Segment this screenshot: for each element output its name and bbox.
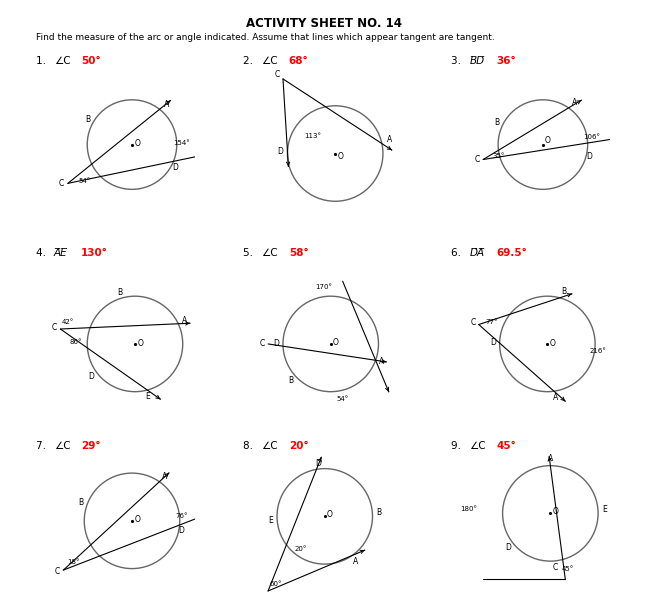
Text: C: C xyxy=(52,323,57,332)
Text: 106°: 106° xyxy=(583,134,600,140)
Text: ACTIVITY SHEET NO. 14: ACTIVITY SHEET NO. 14 xyxy=(247,17,402,30)
Text: 130°: 130° xyxy=(81,248,108,258)
Text: O: O xyxy=(333,338,339,347)
Text: A̅E̅: A̅E̅ xyxy=(54,248,67,258)
Text: B: B xyxy=(79,498,84,507)
Text: 54°: 54° xyxy=(78,178,90,184)
Text: Find the measure of the arc or angle indicated. Assume that lines which appear t: Find the measure of the arc or angle ind… xyxy=(36,33,495,43)
Text: A: A xyxy=(164,100,169,108)
Text: B: B xyxy=(376,508,382,516)
Text: O: O xyxy=(553,507,559,516)
Text: C: C xyxy=(275,70,280,79)
Text: ∠C: ∠C xyxy=(262,441,278,451)
Text: 5.: 5. xyxy=(243,248,256,258)
Text: 50°: 50° xyxy=(81,56,101,66)
Text: 69.5°: 69.5° xyxy=(496,248,527,258)
Text: B: B xyxy=(494,118,499,127)
Text: C: C xyxy=(474,155,480,164)
Text: 3.: 3. xyxy=(451,56,464,66)
Text: 76°: 76° xyxy=(175,513,188,519)
Text: D: D xyxy=(172,163,178,172)
Text: 60°: 60° xyxy=(269,580,282,586)
Text: 6.: 6. xyxy=(451,248,464,258)
Text: A: A xyxy=(352,557,358,566)
Text: B: B xyxy=(561,287,567,297)
Text: 8.: 8. xyxy=(243,441,256,451)
Text: 77°: 77° xyxy=(486,319,498,325)
Text: 180°: 180° xyxy=(459,506,477,512)
Text: B: B xyxy=(289,376,294,385)
Text: D: D xyxy=(490,338,496,347)
Text: A: A xyxy=(162,472,167,481)
Text: D: D xyxy=(315,459,321,468)
Text: D: D xyxy=(277,147,283,157)
Text: A: A xyxy=(548,454,553,463)
Text: B̅D̅: B̅D̅ xyxy=(469,56,484,66)
Text: ∠C: ∠C xyxy=(54,441,71,451)
Text: A: A xyxy=(387,135,392,144)
Text: ∠C: ∠C xyxy=(262,56,278,66)
Text: 7.: 7. xyxy=(36,441,49,451)
Text: D: D xyxy=(586,152,592,161)
Text: ∠C: ∠C xyxy=(469,441,486,451)
Text: B: B xyxy=(117,288,123,297)
Text: 18°: 18° xyxy=(67,559,80,565)
Text: 4.: 4. xyxy=(36,248,49,258)
Text: 9.: 9. xyxy=(451,441,464,451)
Text: D̅A̅: D̅A̅ xyxy=(469,248,484,258)
Text: O: O xyxy=(138,339,143,348)
Text: O: O xyxy=(550,339,556,348)
Text: E: E xyxy=(602,505,607,514)
Text: 216°: 216° xyxy=(590,348,607,354)
Text: E: E xyxy=(145,392,150,401)
Text: 68°: 68° xyxy=(289,56,308,66)
Text: C: C xyxy=(470,318,475,327)
Text: C: C xyxy=(260,339,265,348)
Text: O: O xyxy=(327,510,333,519)
Text: 36°: 36° xyxy=(496,56,516,66)
Text: O: O xyxy=(134,515,140,524)
Text: D: D xyxy=(506,543,511,552)
Text: 86°: 86° xyxy=(69,339,82,345)
Text: 20°: 20° xyxy=(289,441,308,451)
Text: 58°: 58° xyxy=(289,248,308,258)
Text: ∠C: ∠C xyxy=(54,56,71,66)
Text: A: A xyxy=(182,316,188,325)
Text: 54°: 54° xyxy=(337,396,349,402)
Text: 45°: 45° xyxy=(496,441,516,451)
Text: B: B xyxy=(85,115,90,124)
Text: 42°: 42° xyxy=(62,319,74,325)
Text: D: D xyxy=(88,372,94,381)
Text: C: C xyxy=(55,567,60,576)
Text: C: C xyxy=(58,179,64,188)
Text: 20°: 20° xyxy=(295,546,307,552)
Text: ∠C: ∠C xyxy=(262,248,278,258)
Text: D: D xyxy=(178,526,184,535)
Text: D: D xyxy=(273,339,279,348)
Text: 2.: 2. xyxy=(243,56,256,66)
Text: E: E xyxy=(268,516,273,525)
Text: O: O xyxy=(134,139,140,147)
Text: 1.: 1. xyxy=(36,56,49,66)
Text: C: C xyxy=(552,563,557,572)
Text: 154°: 154° xyxy=(173,140,190,146)
Text: 45°: 45° xyxy=(562,566,574,572)
Text: 35°: 35° xyxy=(492,153,504,159)
Text: 29°: 29° xyxy=(81,441,101,451)
Text: A: A xyxy=(553,393,558,403)
Text: A: A xyxy=(572,98,577,107)
Text: 113°: 113° xyxy=(304,133,321,139)
Text: 170°: 170° xyxy=(315,284,332,290)
Text: O: O xyxy=(337,152,343,161)
Text: A: A xyxy=(379,357,384,366)
Text: O: O xyxy=(545,136,550,144)
